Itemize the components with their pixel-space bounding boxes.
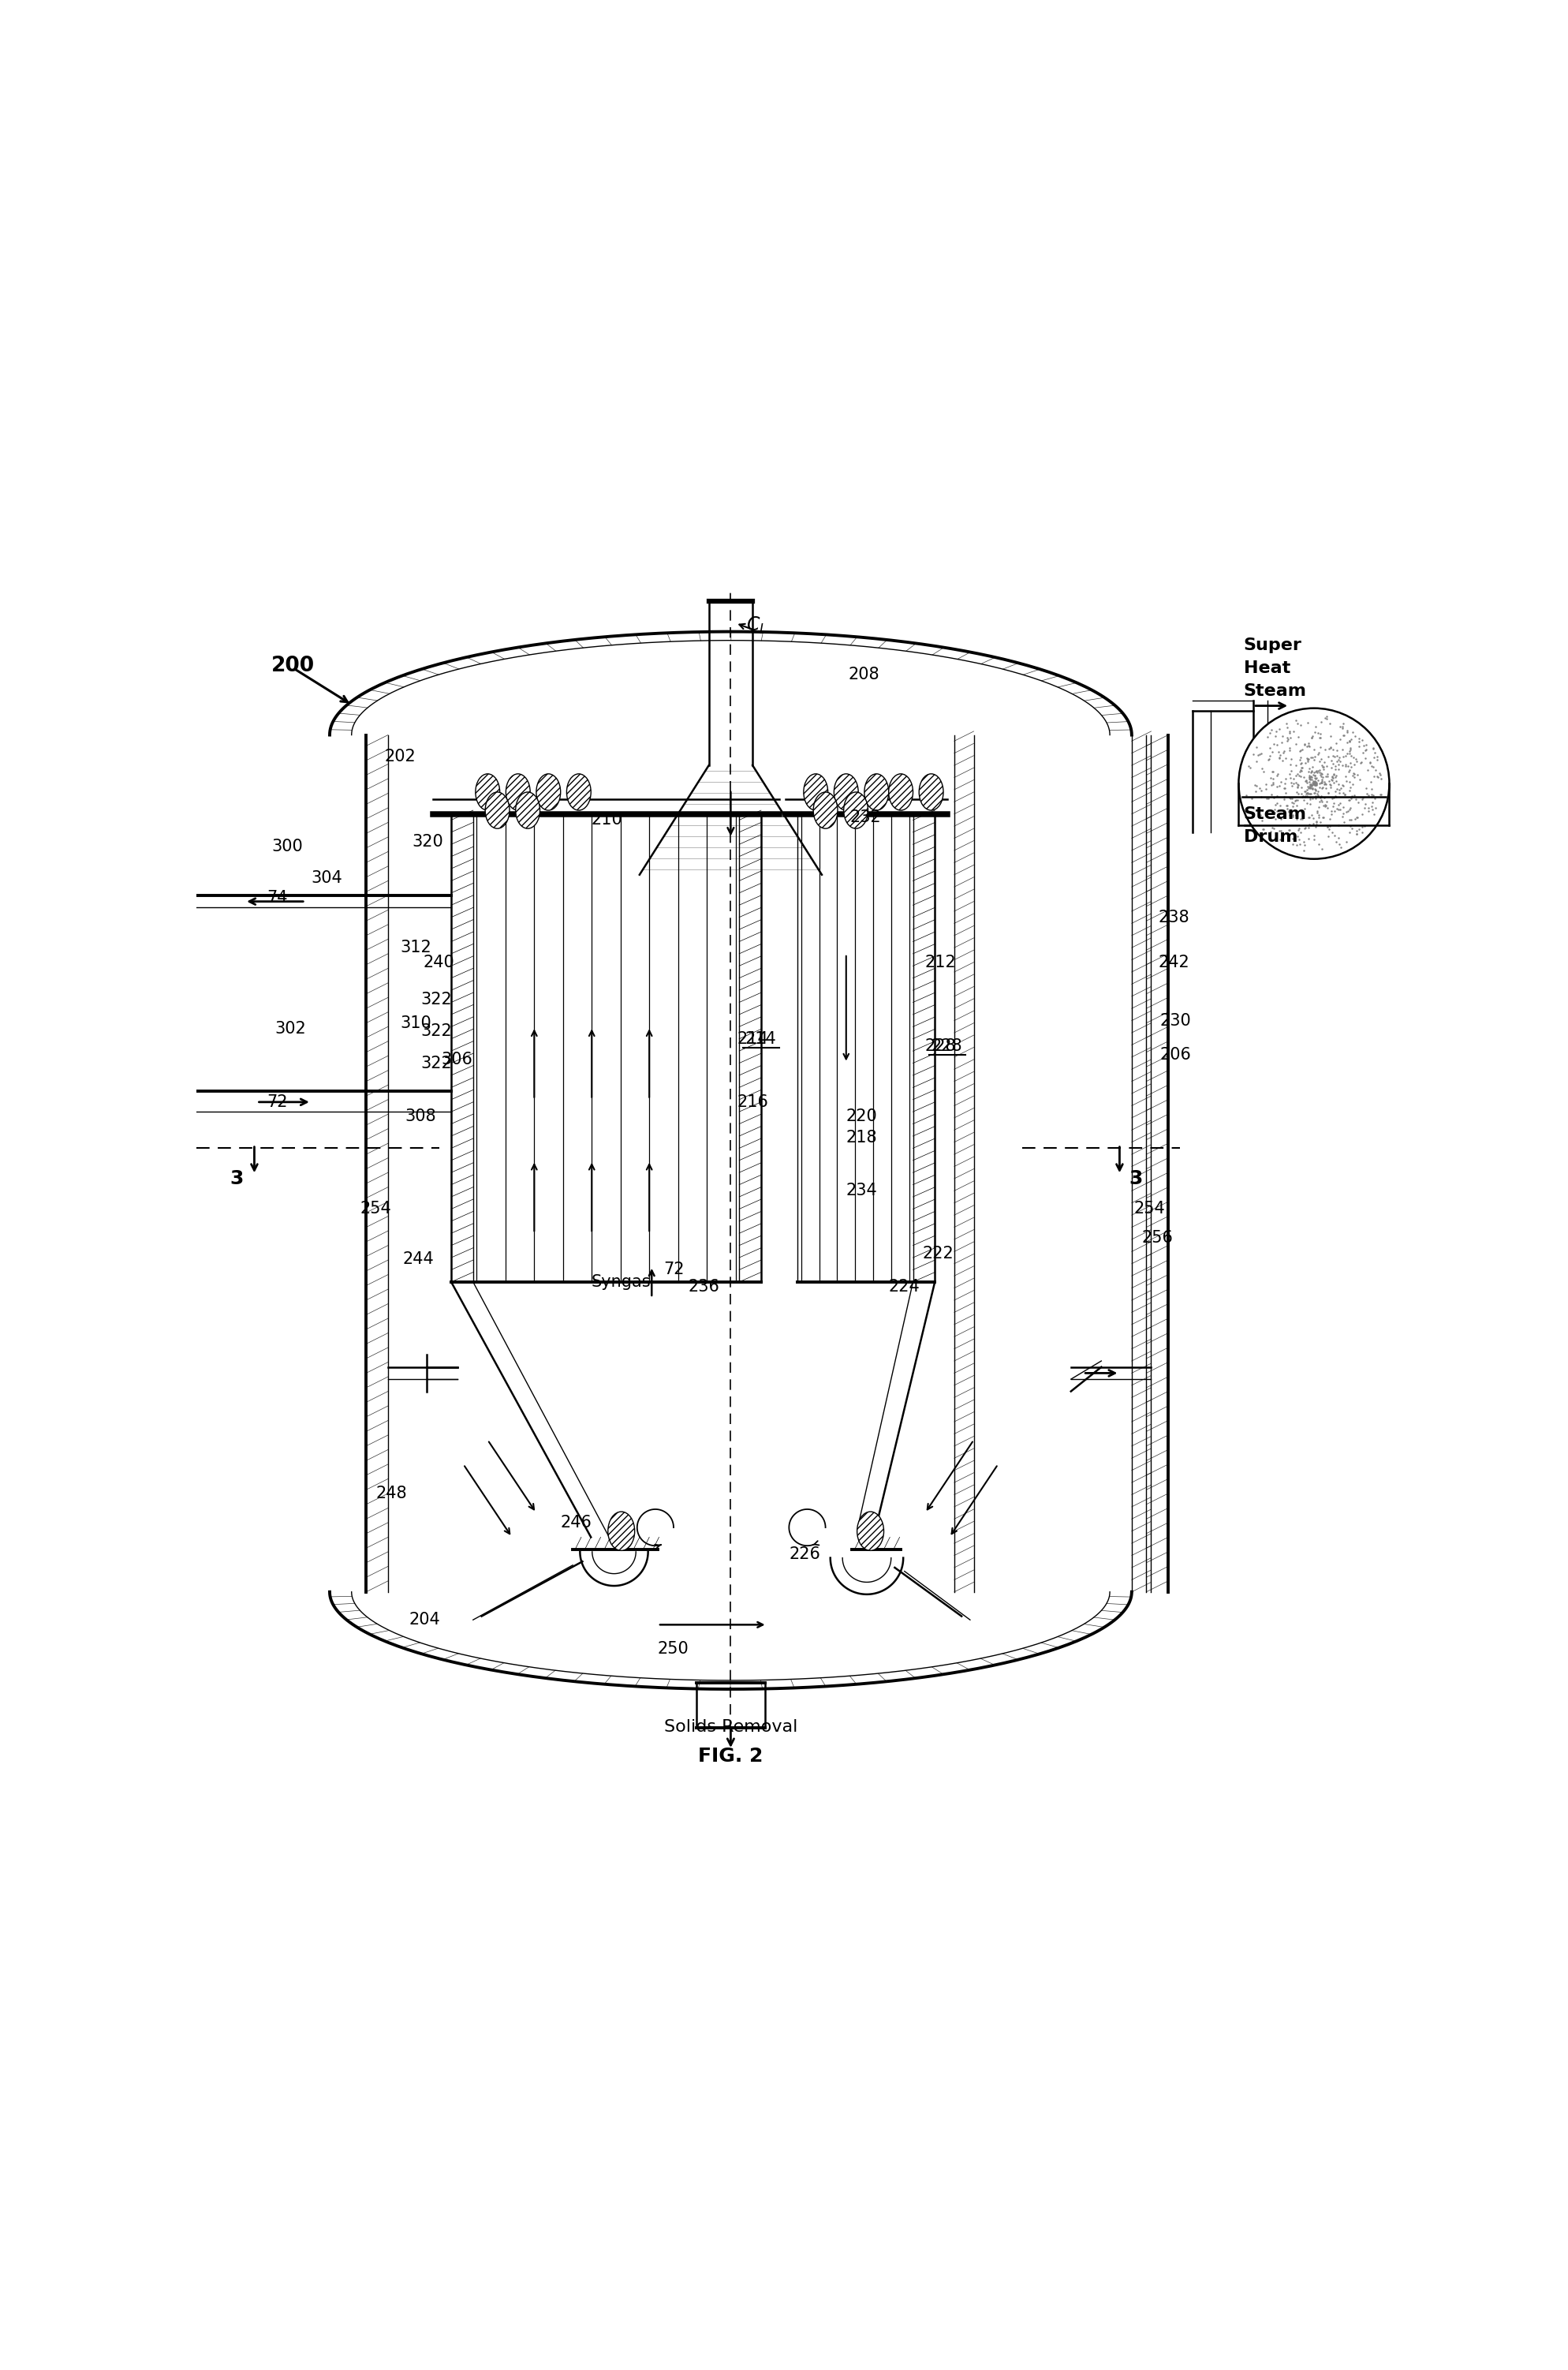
Ellipse shape [566,775,591,811]
Ellipse shape [516,792,539,829]
Text: 212: 212 [925,955,956,969]
Text: 254: 254 [1134,1202,1165,1216]
Ellipse shape [864,775,889,811]
Text: 250: 250 [659,1640,688,1657]
Text: 202: 202 [384,749,416,766]
Ellipse shape [834,775,858,811]
Text: 214: 214 [737,1031,768,1048]
Text: 214: 214 [745,1031,776,1048]
Text: Syngas: Syngas [591,1275,651,1289]
Text: 228: 228 [925,1038,956,1055]
Text: 320: 320 [412,834,444,851]
Text: 302: 302 [274,1021,306,1038]
Text: 200: 200 [271,656,315,675]
Text: 234: 234 [847,1183,878,1199]
Text: 222: 222 [922,1247,953,1261]
Text: 74: 74 [267,891,287,905]
Ellipse shape [506,775,530,811]
Text: 72: 72 [663,1261,685,1277]
Text: 3: 3 [230,1168,243,1187]
Text: 216: 216 [737,1095,768,1109]
Text: 322: 322 [420,1055,452,1071]
Text: FIG. 2: FIG. 2 [698,1747,764,1766]
Ellipse shape [536,775,561,811]
Text: 322: 322 [420,1024,452,1040]
Text: 300: 300 [271,839,303,856]
Circle shape [1239,709,1389,858]
Text: 236: 236 [688,1280,720,1294]
Text: 228: 228 [931,1038,963,1055]
Text: 226: 226 [789,1545,820,1562]
Text: 204: 204 [409,1612,441,1628]
Text: 218: 218 [847,1130,878,1145]
Text: 304: 304 [312,870,343,886]
Ellipse shape [858,1512,884,1550]
Text: $C_L$: $C_L$ [746,616,768,635]
Text: 72: 72 [267,1095,287,1109]
Text: 210: 210 [591,813,622,827]
Text: 238: 238 [1159,910,1190,924]
Text: 206: 206 [1160,1048,1192,1062]
Text: 248: 248 [376,1486,408,1500]
Ellipse shape [814,792,837,829]
Ellipse shape [485,792,510,829]
Text: 308: 308 [405,1109,436,1123]
Text: 3: 3 [1129,1168,1143,1187]
Text: Heat: Heat [1243,661,1290,675]
Text: Steam: Steam [1243,806,1306,822]
Text: Drum: Drum [1243,829,1298,846]
Text: 322: 322 [420,993,452,1007]
Text: 312: 312 [400,941,431,955]
Ellipse shape [889,775,913,811]
Text: 208: 208 [848,666,880,683]
Text: 306: 306 [442,1052,474,1067]
Text: Super: Super [1243,638,1301,652]
Text: Steam: Steam [1243,683,1306,699]
Text: 232: 232 [850,811,881,825]
Ellipse shape [804,775,828,811]
Ellipse shape [919,775,944,811]
Text: 244: 244 [403,1251,434,1266]
Text: 310: 310 [400,1014,431,1031]
Text: 256: 256 [1142,1230,1173,1247]
Text: 220: 220 [847,1109,878,1123]
Text: 254: 254 [361,1202,392,1216]
Ellipse shape [475,775,500,811]
Text: 224: 224 [889,1280,920,1294]
Text: Solids Removal: Solids Removal [663,1718,798,1735]
Text: 246: 246 [561,1514,593,1531]
Ellipse shape [608,1512,635,1550]
Ellipse shape [844,792,869,829]
Text: 230: 230 [1160,1012,1192,1029]
Text: 240: 240 [423,955,455,969]
Text: 242: 242 [1159,955,1190,969]
